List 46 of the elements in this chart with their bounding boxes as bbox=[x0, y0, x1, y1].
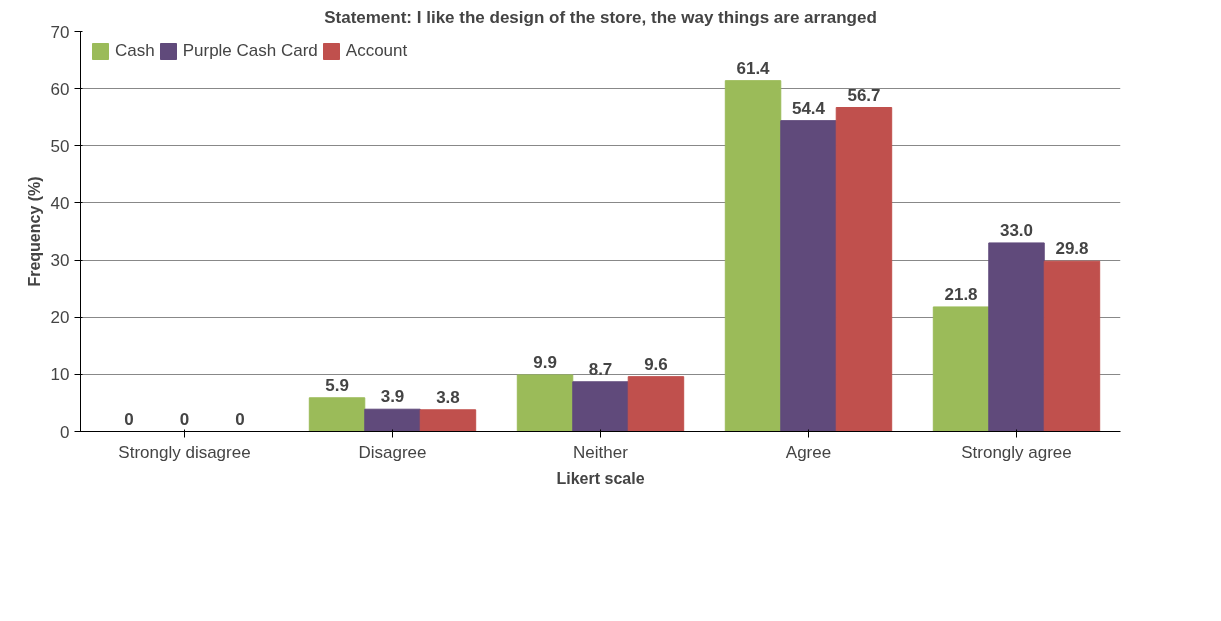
data-label: 0 bbox=[179, 409, 190, 429]
x-tick-label: Agree bbox=[785, 442, 832, 462]
data-label: 21.8 bbox=[944, 284, 978, 304]
bar bbox=[516, 374, 574, 432]
x-tick-label: Strongly agree bbox=[961, 442, 1072, 462]
bar bbox=[419, 409, 477, 432]
data-label: 29.8 bbox=[1055, 239, 1089, 259]
data-label: 61.4 bbox=[736, 58, 771, 78]
data-label: 3.9 bbox=[380, 387, 405, 407]
bar bbox=[835, 107, 893, 432]
y-tick-label: 20 bbox=[50, 308, 70, 328]
y-tick-label: 10 bbox=[50, 365, 70, 385]
bar bbox=[724, 80, 782, 432]
y-tick-label: 40 bbox=[50, 193, 70, 213]
y-tick-label: 70 bbox=[50, 22, 70, 42]
bar bbox=[932, 306, 990, 432]
data-label: 3.8 bbox=[436, 387, 460, 407]
y-axis-title: Frequency (%) bbox=[25, 176, 43, 287]
data-label: 0 bbox=[235, 409, 245, 429]
data-label: 33.0 bbox=[999, 220, 1034, 240]
legend-label: Cash bbox=[115, 41, 155, 61]
y-tick-label: 0 bbox=[60, 422, 70, 442]
data-label: 56.7 bbox=[847, 85, 881, 105]
x-axis-title: Likert scale bbox=[556, 469, 645, 487]
data-label: 0 bbox=[124, 409, 134, 429]
data-label: 54.4 bbox=[791, 98, 826, 118]
x-tick-label: Strongly disagree bbox=[118, 442, 251, 462]
bar bbox=[364, 408, 421, 432]
bar bbox=[988, 242, 1045, 432]
legend-label: Purple Cash Card bbox=[182, 41, 318, 61]
bar bbox=[627, 376, 685, 432]
x-tick-label: Neither bbox=[573, 442, 629, 462]
bar bbox=[780, 120, 837, 432]
data-label: 5.9 bbox=[325, 375, 349, 395]
data-label: 9.6 bbox=[644, 354, 668, 374]
x-tick-label: Disagree bbox=[358, 442, 427, 462]
bar bbox=[1043, 260, 1101, 432]
y-tick-label: 60 bbox=[50, 79, 70, 99]
bar bbox=[308, 397, 366, 432]
legend-label: Account bbox=[345, 41, 408, 61]
chart-title: Statement: I like the design of the store, the way things are arranged bbox=[324, 7, 877, 27]
y-tick-label: 50 bbox=[50, 136, 70, 156]
bar bbox=[572, 381, 629, 432]
data-label: 9.9 bbox=[533, 352, 557, 372]
data-label: 8.7 bbox=[588, 359, 613, 379]
y-tick-label: 30 bbox=[50, 251, 70, 271]
